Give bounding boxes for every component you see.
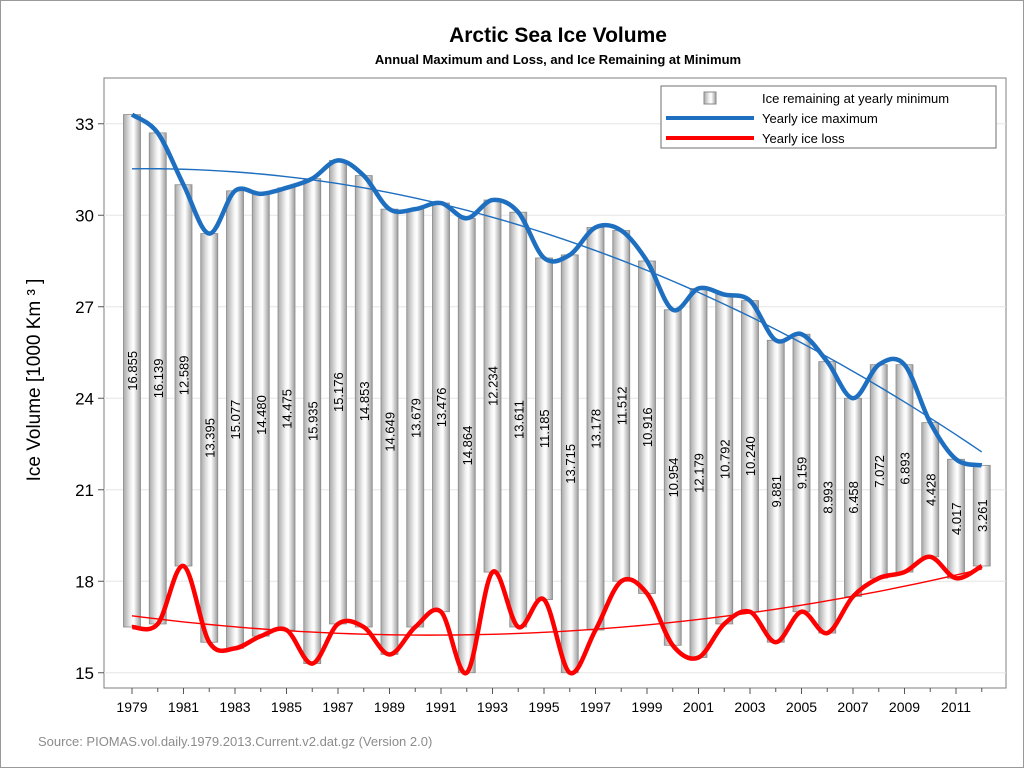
bar-value-label: 13.178 (589, 409, 604, 449)
bar-value-label: 10.954 (666, 458, 681, 498)
bar-value-label: 14.649 (383, 412, 398, 452)
bars-group (123, 114, 991, 674)
x-tick-label: 1983 (219, 699, 250, 715)
bar-value-label: 10.792 (717, 439, 732, 479)
bar-value-label: 4.017 (949, 502, 964, 535)
x-tick-label: 1989 (374, 699, 405, 715)
bar-value-label: 12.589 (177, 355, 192, 395)
bar-value-label: 12.234 (486, 366, 501, 406)
x-tick-label: 2011 (941, 699, 971, 715)
bar-value-label: 13.611 (511, 400, 526, 439)
y-axis-label: Ice Volume [1000 Km ³ ] (24, 279, 45, 482)
y-tick-label: 21 (75, 481, 94, 500)
bar-value-label: 15.176 (331, 372, 346, 412)
x-tick-label: 1985 (271, 699, 302, 715)
bar-value-label: 6.458 (846, 481, 861, 514)
loss-series-line (131, 554, 983, 676)
maximum-series-line (130, 112, 983, 468)
bar-value-label: 16.855 (125, 351, 140, 391)
bar-value-label: 14.480 (254, 395, 269, 435)
bar-value-label: 13.476 (434, 388, 449, 428)
x-tick-label: 1993 (477, 699, 508, 715)
x-tick-label: 2007 (837, 699, 868, 715)
bar-value-label: 7.072 (872, 455, 887, 488)
bar-value-label: 9.159 (795, 457, 810, 490)
x-tick-label: 2001 (683, 699, 714, 715)
y-tick-label: 15 (75, 664, 94, 683)
bar-value-label: 13.715 (563, 444, 578, 484)
bar-value-label: 13.395 (202, 418, 217, 458)
legend: Ice remaining at yearly minimum Yearly i… (660, 85, 997, 149)
bar-value-label: 15.077 (228, 400, 243, 440)
y-tick-label: 30 (75, 206, 94, 225)
y-tick-label: 18 (75, 572, 94, 591)
bar-value-label: 10.240 (743, 436, 758, 476)
bar-value-label: 16.139 (151, 359, 166, 399)
y-tick-label: 33 (75, 115, 94, 134)
x-tick-label: 1999 (631, 699, 662, 715)
maximum-trend-line (131, 167, 983, 453)
bar-labels-group: 16.855 16.139 12.589 13.395 15.077 14.480 14.4… (125, 351, 990, 535)
bar-value-label: 4.428 (923, 473, 938, 506)
bar-value-label: 14.475 (280, 389, 295, 429)
bar-value-label: 11.185 (537, 409, 552, 448)
bar-value-label: 11.512 (614, 386, 629, 425)
source-note: Source: PIOMAS.vol.daily.1979.2013.Curre… (38, 734, 432, 749)
legend-bar-label: Ice remaining at yearly minimum (762, 91, 949, 106)
bar-value-label: 8.993 (820, 481, 835, 514)
x-tick-label: 1987 (322, 699, 353, 715)
bar-value-label: 6.893 (898, 452, 913, 485)
bar-value-label: 13.679 (408, 398, 423, 438)
bar-value-label: 14.853 (357, 381, 372, 421)
x-tick-label: 1991 (425, 699, 456, 715)
bar-value-label: 14.864 (460, 426, 475, 466)
x-tick-label: 1997 (580, 699, 611, 715)
x-tick-label: 2003 (734, 699, 765, 715)
x-tick-label: 1981 (168, 699, 199, 715)
lines-group (130, 112, 983, 676)
y-tick-label: 24 (75, 389, 94, 408)
x-tick-label: 2009 (889, 699, 920, 715)
bar-value-label: 10.916 (640, 407, 655, 447)
y-tick-label: 27 (75, 298, 94, 317)
chart-title: Arctic Sea Ice Volume (449, 24, 667, 47)
plot-area (103, 77, 1007, 689)
x-tick-label: 2005 (786, 699, 817, 715)
legend-loss-label: Yearly ice loss (762, 131, 845, 146)
bar-value-label: 3.261 (975, 499, 990, 532)
legend-maximum-label: Yearly ice maximum (762, 111, 878, 126)
x-tick-label: 1979 (116, 699, 147, 715)
bar-value-label: 9.881 (769, 475, 784, 508)
bar-value-label: 15.935 (305, 401, 320, 441)
axes-group: 15 18 21 24 27 30 33 1979 1981 1983 1985 1987 1989 19… (75, 115, 983, 715)
chart-subtitle: Annual Maximum and Loss, and Ice Remaini… (375, 52, 741, 67)
bar-value-label: 12.179 (692, 453, 707, 493)
x-tick-label: 1995 (528, 699, 559, 715)
legend-bar-swatch (703, 91, 717, 105)
